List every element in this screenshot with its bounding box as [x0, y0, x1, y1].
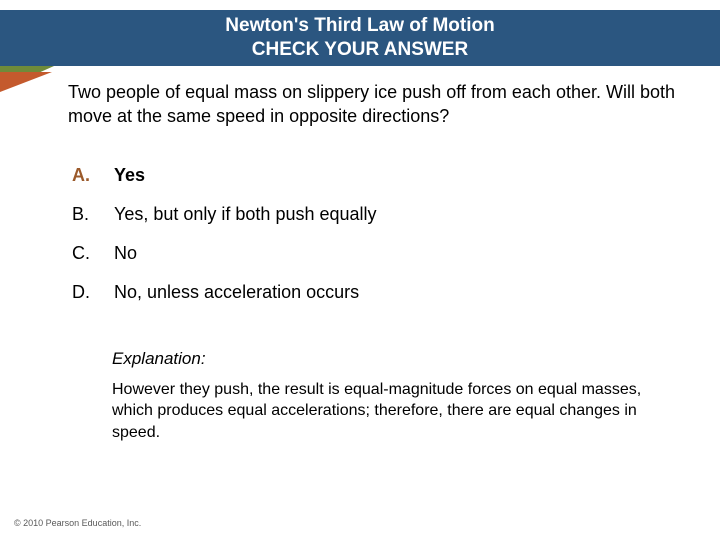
header-band: Newton's Third Law of Motion CHECK YOUR … [0, 10, 720, 66]
header-title-line1: Newton's Third Law of Motion [225, 14, 494, 38]
option-text-d: No, unless acceleration occurs [114, 282, 359, 303]
option-row: D. No, unless acceleration occurs [72, 282, 680, 303]
option-text-c: No [114, 243, 137, 264]
option-row: C. No [72, 243, 680, 264]
option-row: A. Yes [72, 165, 680, 186]
option-label-a: A. [72, 165, 114, 186]
header-title-line2: CHECK YOUR ANSWER [252, 38, 468, 62]
explanation-title: Explanation: [112, 349, 680, 369]
tab-indicator [0, 66, 54, 90]
footer-copyright: © 2010 Pearson Education, Inc. [14, 518, 141, 528]
options-list: A. Yes B. Yes, but only if both push equ… [72, 165, 680, 303]
option-label-d: D. [72, 282, 114, 303]
explanation-block: Explanation: However they push, the resu… [112, 349, 680, 444]
option-label-b: B. [72, 204, 114, 225]
question-text: Two people of equal mass on slippery ice… [68, 80, 680, 129]
explanation-text: However they push, the result is equal-m… [112, 379, 680, 444]
option-row: B. Yes, but only if both push equally [72, 204, 680, 225]
option-label-c: C. [72, 243, 114, 264]
content-area: Two people of equal mass on slippery ice… [68, 80, 680, 443]
option-text-b: Yes, but only if both push equally [114, 204, 377, 225]
option-text-a: Yes [114, 165, 145, 186]
